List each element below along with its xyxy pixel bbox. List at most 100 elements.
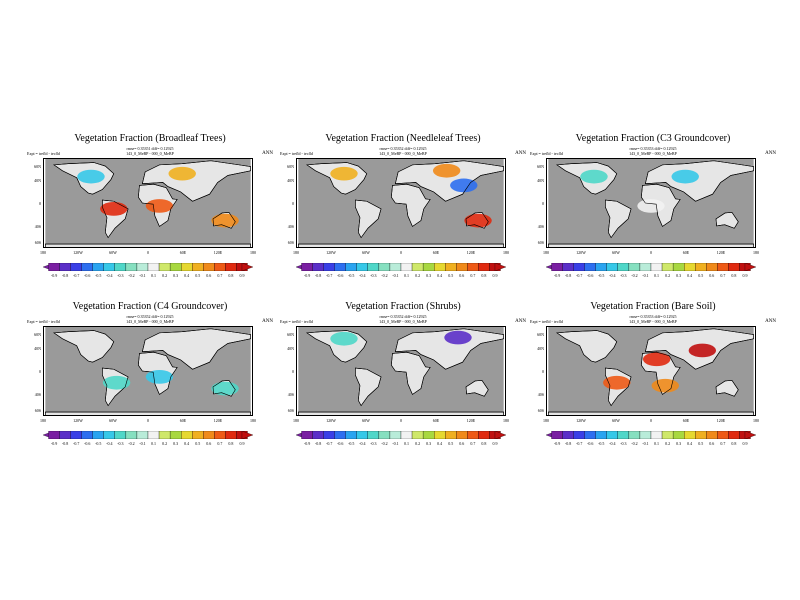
colorbar (43, 263, 253, 271)
colorbar-tick-label: -0.7 (72, 273, 80, 278)
panel-shrubs: Vegetation Fraction (Shrubs) rmse= 0.3535… (278, 301, 528, 461)
colorbar-segment (628, 263, 641, 271)
colorbar-segment (70, 263, 82, 271)
experiment-label: Expt = trefld - tecfld (530, 319, 563, 324)
lat-tick-label: 60N (34, 164, 41, 169)
colorbar-segment (203, 431, 215, 439)
anomaly-central-africa (145, 199, 174, 213)
colorbar-segment (147, 263, 160, 271)
colorbar-tick-label: 0.4 (687, 273, 693, 278)
colorbar-end-arrow (744, 263, 756, 271)
colorbar-segment (125, 431, 138, 439)
colorbar-segment (301, 431, 313, 439)
colorbar-tick-label: 0.7 (720, 273, 726, 278)
colorbar-tick-label: 0.2 (162, 441, 168, 446)
colorbar-tick-label: -0.9 (303, 441, 311, 446)
lon-tick-label: 0 (650, 250, 652, 255)
anomaly-sahara (642, 352, 671, 367)
colorbar-segment (684, 263, 696, 271)
colorbar-tick-label: -0.9 (553, 441, 561, 446)
colorbar-tick-label: 0.6 (459, 273, 465, 278)
colorbar-segment (158, 263, 171, 271)
lon-tick-label: 120W (326, 250, 336, 255)
panel-needleleaf: Vegetation Fraction (Needleleaf Trees) rm… (278, 133, 528, 293)
colorbar-tick-label: -0.1 (642, 273, 649, 278)
coastline (641, 351, 681, 395)
colorbar-tick-label: 0.4 (437, 273, 443, 278)
map-plot (546, 326, 756, 416)
rmse-label: rmse= 0.35353 diff= 0.12925 (629, 146, 677, 151)
lon-tick-label: 60W (362, 418, 370, 423)
lon-tick-label: 180 (543, 250, 549, 255)
lon-tick-label: 60E (432, 250, 440, 255)
colorbar-tick-label: 0.4 (184, 441, 190, 446)
colorbar-segment (301, 263, 313, 271)
colorbar-tick-label: -0.2 (381, 441, 388, 446)
colorbar-segment (345, 431, 357, 439)
colorbar-segment (169, 431, 182, 439)
lon-tick-label: 60W (612, 250, 620, 255)
anomaly-southern-africa (651, 378, 679, 393)
colorbar-segment (323, 263, 335, 271)
colorbar-tick-label: 0.1 (654, 273, 660, 278)
case-label: 143_0_MeBP - 000_0_MeBP (629, 151, 677, 156)
colorbar-tick-label: 0.4 (687, 441, 693, 446)
season-label: ANN (515, 319, 526, 324)
colorbar-tick-label: -0.6 (337, 441, 344, 446)
colorbar-tick-label: 0.2 (415, 441, 421, 446)
anomaly-africa (145, 370, 174, 384)
colorbar-tick-label: -0.8 (61, 441, 69, 446)
experiment-label: Expt = trefld - tecfld (280, 319, 313, 324)
colorbar-tick-label: -0.9 (553, 273, 561, 278)
colorbar-segment (81, 431, 93, 439)
colorbar-tick-label: -0.6 (587, 273, 594, 278)
coastline (355, 367, 382, 407)
panel-title: Vegetation Fraction (C3 Groundcover) (575, 133, 731, 144)
rmse-label: rmse= 0.35352 diff= 0.12925 (379, 146, 427, 151)
coastline (394, 328, 504, 370)
panel-subtitle: rmse= 0.35352 diff= 0.12925 143_0_MeBP - … (278, 146, 528, 156)
coastline (548, 411, 754, 415)
coastline (644, 328, 754, 370)
colorbar-tick-label: 0.8 (228, 441, 234, 446)
colorbar (43, 431, 253, 439)
colorbar-tick-label: -0.7 (325, 441, 333, 446)
lon-tick-label: 120E (466, 250, 476, 255)
colorbar-segment (728, 263, 740, 271)
colorbar (546, 431, 756, 439)
colorbar-tick-label: -0.9 (50, 273, 58, 278)
case-label: 143_0_MeBP - 000_0_MeBP (126, 151, 174, 156)
colorbar-segment (422, 263, 435, 271)
season-label: ANN (515, 151, 526, 156)
coastline (212, 212, 236, 229)
colorbar-segment (48, 263, 60, 271)
colorbar-tick-label: -0.6 (587, 441, 594, 446)
colorbar-tick-label: 0.5 (195, 441, 201, 446)
colorbar-tick-label: 0.8 (228, 273, 234, 278)
colorbar-tick-label: 0.6 (206, 441, 212, 446)
lat-tick-label: 60N (287, 332, 294, 337)
colorbar-segment (181, 431, 193, 439)
colorbar-segment (672, 263, 685, 271)
colorbar-segment (551, 431, 563, 439)
colorbar-tick-label: -0.5 (95, 273, 102, 278)
colorbar-tick-label: 0.3 (173, 273, 179, 278)
lon-tick-label: 0 (400, 250, 402, 255)
lat-tick-label: 0 (542, 201, 544, 206)
panel-subtitle: rmse= 0.35353 diff= 0.12925 143_0_MeBP - … (528, 146, 778, 156)
lat-tick-label: 60S (537, 408, 544, 413)
panel-subtitle: rmse= 0.35352 diff= 0.12925 143_0_MeBP - … (25, 314, 275, 324)
colorbar-tick-label: 0.9 (239, 441, 245, 446)
lat-tick-label: 60N (537, 164, 544, 169)
colorbar-segment (103, 431, 115, 439)
map-plot (296, 326, 506, 416)
colorbar-segment (356, 263, 368, 271)
lat-tick-label: 0 (542, 369, 544, 374)
colorbar-tick-label: -0.8 (564, 441, 572, 446)
colorbar-tick-label: -0.2 (128, 441, 135, 446)
land-region-5 (45, 411, 251, 415)
colorbar-end-arrow (744, 431, 756, 439)
map-plot (43, 158, 253, 248)
anomaly-tropics (637, 199, 665, 213)
land-region-5 (548, 243, 754, 247)
